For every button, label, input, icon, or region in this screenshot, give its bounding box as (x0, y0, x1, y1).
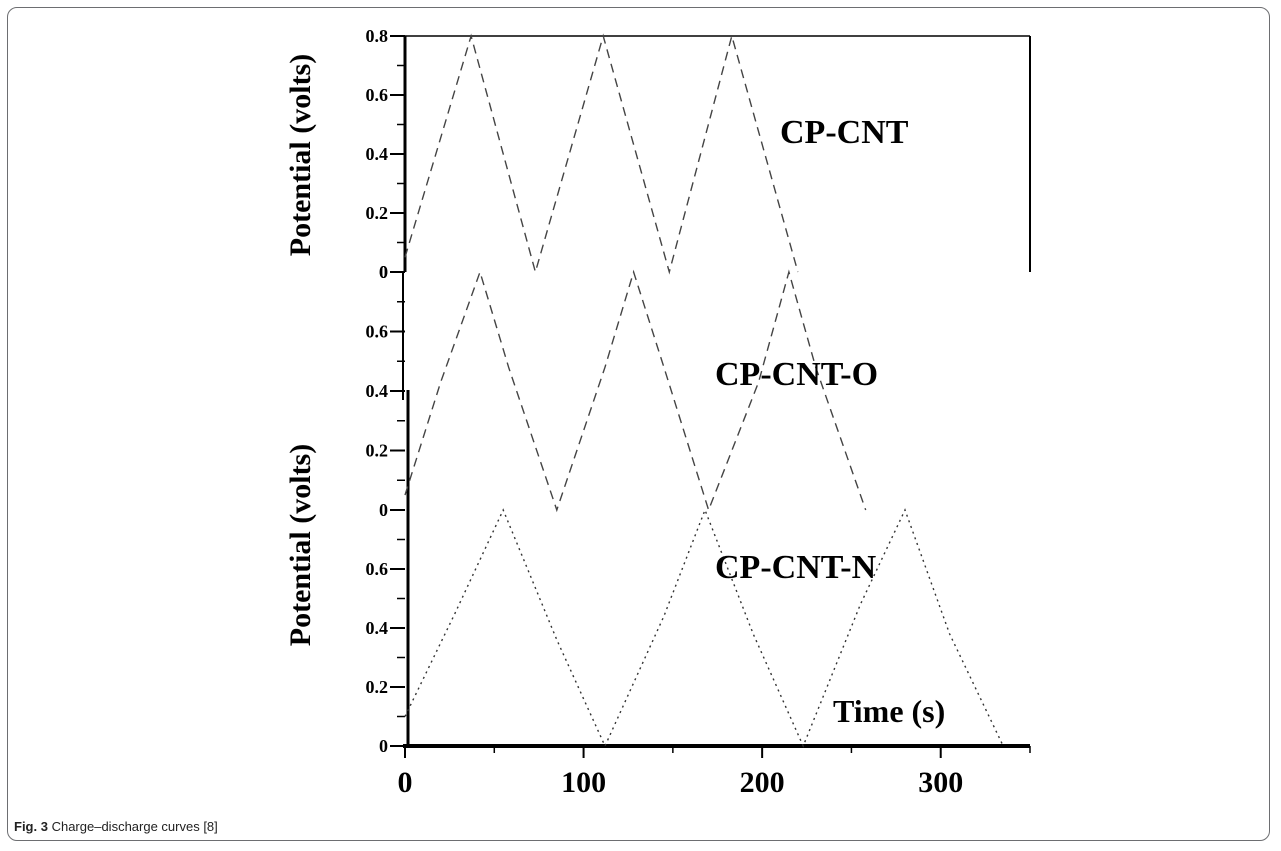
x-tick-label-100: 100 (561, 766, 606, 799)
y-tick-label-panel2-0.4: 0.4 (366, 381, 389, 401)
series-line-cp-cnt-o (404, 269, 867, 513)
y-axis-label-1: Potential (volts) (284, 54, 317, 256)
x-tick-label-300: 300 (918, 766, 963, 799)
y-tick-label-panel1-0.8: 0.8 (366, 26, 389, 46)
figure-frame (7, 7, 1270, 841)
series-line-cp-cnt-n (404, 508, 1004, 748)
caption-label: Fig. 3 (14, 819, 48, 834)
y-axis-label-2: Potential (volts) (284, 444, 317, 646)
y-tick-label-panel3-0.4: 0.4 (366, 618, 389, 638)
y-tick-label-panel3-0: 0 (379, 736, 388, 756)
x-axis-label: Time (s) (833, 693, 945, 729)
chart-series (404, 33, 1004, 748)
chart-labels: 0 100 200 300 0 0.2 0.4 0.6 0.8 0.2 0.4 0.6 0 0.2 0.4 0… (284, 26, 963, 799)
series-label-cp-cnt: CP-CNT (780, 114, 909, 151)
series-label-cp-cnt-o: CP-CNT-O (715, 356, 878, 393)
figure-caption: Fig. 3 Charge–discharge curves [8] (14, 819, 218, 834)
y-tick-label-panel1-0: 0 (379, 262, 388, 282)
caption-text: Charge–discharge curves [8] (51, 819, 218, 834)
x-tick-label-0: 0 (398, 766, 413, 799)
series-line-cp-cnt (404, 33, 799, 275)
y-tick-label-panel2-0.6: 0.6 (366, 322, 389, 342)
chart-axes (390, 35, 1031, 758)
y-tick-label-panel1-0.4: 0.4 (366, 144, 389, 164)
series-label-cp-cnt-n: CP-CNT-N (715, 549, 877, 586)
x-tick-label-200: 200 (740, 766, 785, 799)
y-tick-label-panel1-0.6: 0.6 (366, 85, 389, 105)
y-tick-label-panel3-0.6: 0.6 (366, 559, 389, 579)
y-tick-label-panel3-0: 0 (379, 500, 388, 520)
y-tick-label-panel2-0.2: 0.2 (366, 441, 389, 461)
y-tick-label-panel2-0: 0 (379, 262, 388, 282)
y-tick-label-panel3-0.2: 0.2 (366, 677, 389, 697)
y-tick-label-panel1-0.2: 0.2 (366, 203, 389, 223)
